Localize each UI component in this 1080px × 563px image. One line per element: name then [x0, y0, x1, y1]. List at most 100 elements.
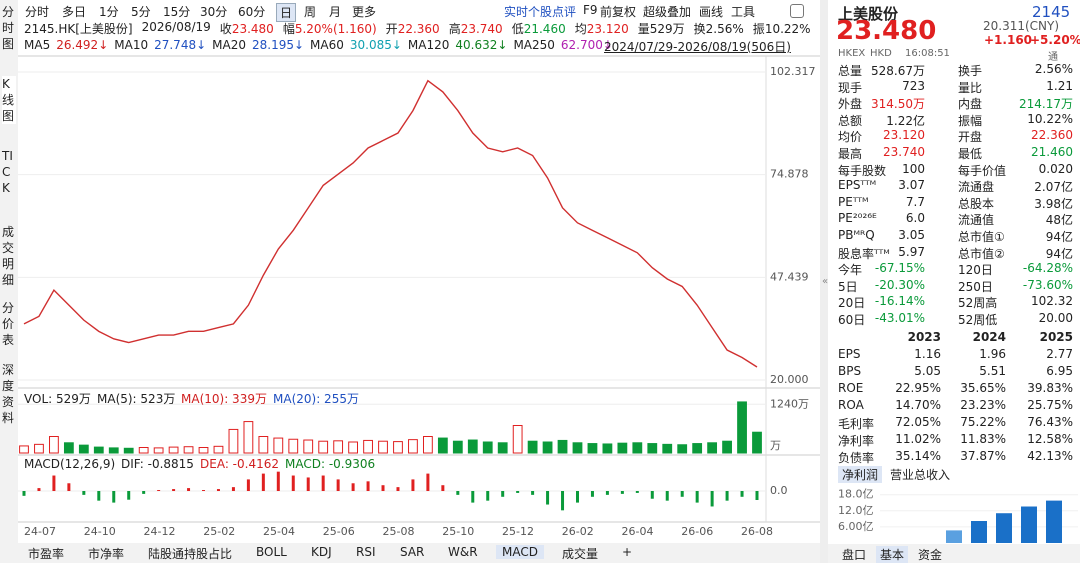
fin-value: 22.95%: [895, 381, 941, 395]
volume-bar: [437, 437, 448, 454]
stat-value: 3.07: [898, 178, 925, 193]
panel-tab[interactable]: 盘口: [842, 548, 867, 562]
tool-button[interactable]: 超级叠加: [643, 5, 692, 19]
quote-value: 23.120: [586, 22, 629, 36]
period-tab[interactable]: 5分: [131, 5, 151, 19]
ma-value: 30.085↓: [349, 38, 402, 52]
side-tab[interactable]: 深度资料: [2, 363, 15, 425]
settings-icon[interactable]: [790, 4, 804, 18]
macd-legend: MACD(12,26,9): [24, 457, 116, 471]
x-tick-label: 24-07: [24, 525, 56, 538]
stat-label: 总股本: [958, 196, 995, 211]
indicator-tab[interactable]: 市净率: [88, 547, 125, 561]
year-header: 2025: [1039, 330, 1073, 344]
volume-bar: [153, 447, 164, 454]
period-tab[interactable]: 1分: [99, 5, 119, 19]
ma-legend: MA5 26.492↓ MA10 27.748↓ MA20 28.195↓ MA60 30.0…: [24, 38, 613, 52]
tool-button[interactable]: F9: [583, 3, 598, 17]
quote-label: 量: [637, 22, 650, 36]
y-tick-label: 12.0亿: [838, 504, 874, 517]
stat-label: EPSᵀᵀᴹ: [838, 178, 877, 193]
fin-value: 14.70%: [895, 398, 941, 412]
side-tab[interactable]: 分价表: [2, 301, 15, 347]
side-tab[interactable]: 分时图: [2, 5, 15, 51]
tool-button[interactable]: 实时个股点评: [504, 5, 577, 19]
y-tick-label: 74.878: [770, 168, 809, 181]
indicator-tab[interactable]: W&R: [448, 545, 478, 559]
period-tab[interactable]: 日: [276, 3, 297, 22]
stat-value: 6.0: [905, 211, 925, 226]
ma-name: MA120: [407, 38, 450, 52]
volume-bar: [348, 441, 359, 454]
stat-label: 均价: [838, 130, 863, 145]
x-tick-label: 26-04: [622, 525, 654, 538]
x-tick-label: 24-10: [84, 525, 116, 538]
change: +1.160: [984, 33, 1033, 47]
indicator-tab[interactable]: 成交量: [562, 547, 599, 561]
metric-tab[interactable]: 营业总收入: [890, 468, 951, 482]
tool-button[interactable]: 工具: [731, 5, 756, 19]
metric-tab[interactable]: 净利润: [838, 466, 883, 483]
indicator-tab[interactable]: 陆股通持股占比: [148, 547, 233, 561]
fin-value: 5.51: [979, 364, 1006, 378]
fin-value: 72.05%: [895, 415, 941, 429]
fin-label: BPS: [838, 364, 862, 378]
tool-button[interactable]: 画线: [699, 5, 724, 19]
stat-label: 振幅: [958, 113, 983, 128]
indicator-tab[interactable]: MACD: [496, 545, 544, 559]
panel-tab[interactable]: 资金: [918, 548, 943, 562]
quote-label: 换: [693, 22, 706, 36]
period-tab[interactable]: 周: [304, 5, 317, 19]
quote-label: 低: [511, 22, 524, 36]
x-tick-label: 25-06: [323, 525, 355, 538]
volume-bar: [273, 437, 284, 454]
indicator-tab[interactable]: RSI: [356, 545, 376, 559]
stat-value: 5.97: [898, 244, 925, 259]
fin-value: 39.83%: [1027, 381, 1073, 395]
fin-value: 76.43%: [1027, 415, 1073, 429]
ma-value: 28.195↓: [251, 38, 305, 52]
period-tab[interactable]: 60分: [238, 5, 266, 19]
quote-value: 10.22%: [764, 22, 811, 36]
side-tab[interactable]: 成交明细: [2, 225, 15, 287]
quote-label: 振: [752, 22, 765, 36]
volume-bar: [78, 444, 89, 454]
volume-bar: [168, 446, 179, 454]
indicator-tab[interactable]: SAR: [400, 545, 425, 559]
collapse-handle[interactable]: «: [822, 276, 829, 287]
fin-label: 负债率: [838, 451, 875, 465]
tool-button[interactable]: 前复权: [600, 5, 637, 19]
period-tab[interactable]: 多日: [62, 5, 87, 19]
stat-value: -64.28%: [1022, 261, 1073, 276]
volume-bar: [527, 440, 538, 454]
side-tab[interactable]: TICK: [2, 149, 13, 195]
quote-label: 开: [385, 22, 398, 36]
period-tab[interactable]: 分时: [25, 5, 50, 19]
period-tab[interactable]: 更多: [352, 5, 377, 19]
indicator-tab[interactable]: KDJ: [311, 545, 332, 559]
volume-bar: [662, 443, 673, 454]
side-tab[interactable]: K线图: [2, 76, 16, 124]
volume-bar: [378, 440, 388, 454]
period-tab[interactable]: 15分: [163, 5, 191, 19]
stat-value: 1.22亿: [886, 113, 925, 128]
volume-bar: [722, 440, 732, 454]
splitter[interactable]: [820, 0, 828, 563]
stat-value: -20.30%: [874, 277, 925, 292]
period-tab[interactable]: 30分: [200, 5, 228, 19]
ma-value: 26.492↓: [56, 38, 109, 52]
indicator-tab[interactable]: +: [622, 545, 633, 559]
stat-label: 120日: [958, 263, 993, 278]
indicator-tab[interactable]: BOLL: [256, 545, 287, 559]
quote-label: 高: [448, 22, 461, 36]
volume-legend: MA(5): 523万: [97, 392, 176, 406]
ma-name: MA20: [212, 38, 246, 52]
volume-bar: [49, 436, 59, 454]
panel-tab[interactable]: 基本: [876, 546, 909, 563]
period-tab[interactable]: 月: [329, 5, 342, 19]
stat-value: 1.21: [1046, 78, 1073, 93]
volume-bar: [677, 444, 688, 454]
indicator-tab[interactable]: 市盈率: [28, 547, 65, 561]
